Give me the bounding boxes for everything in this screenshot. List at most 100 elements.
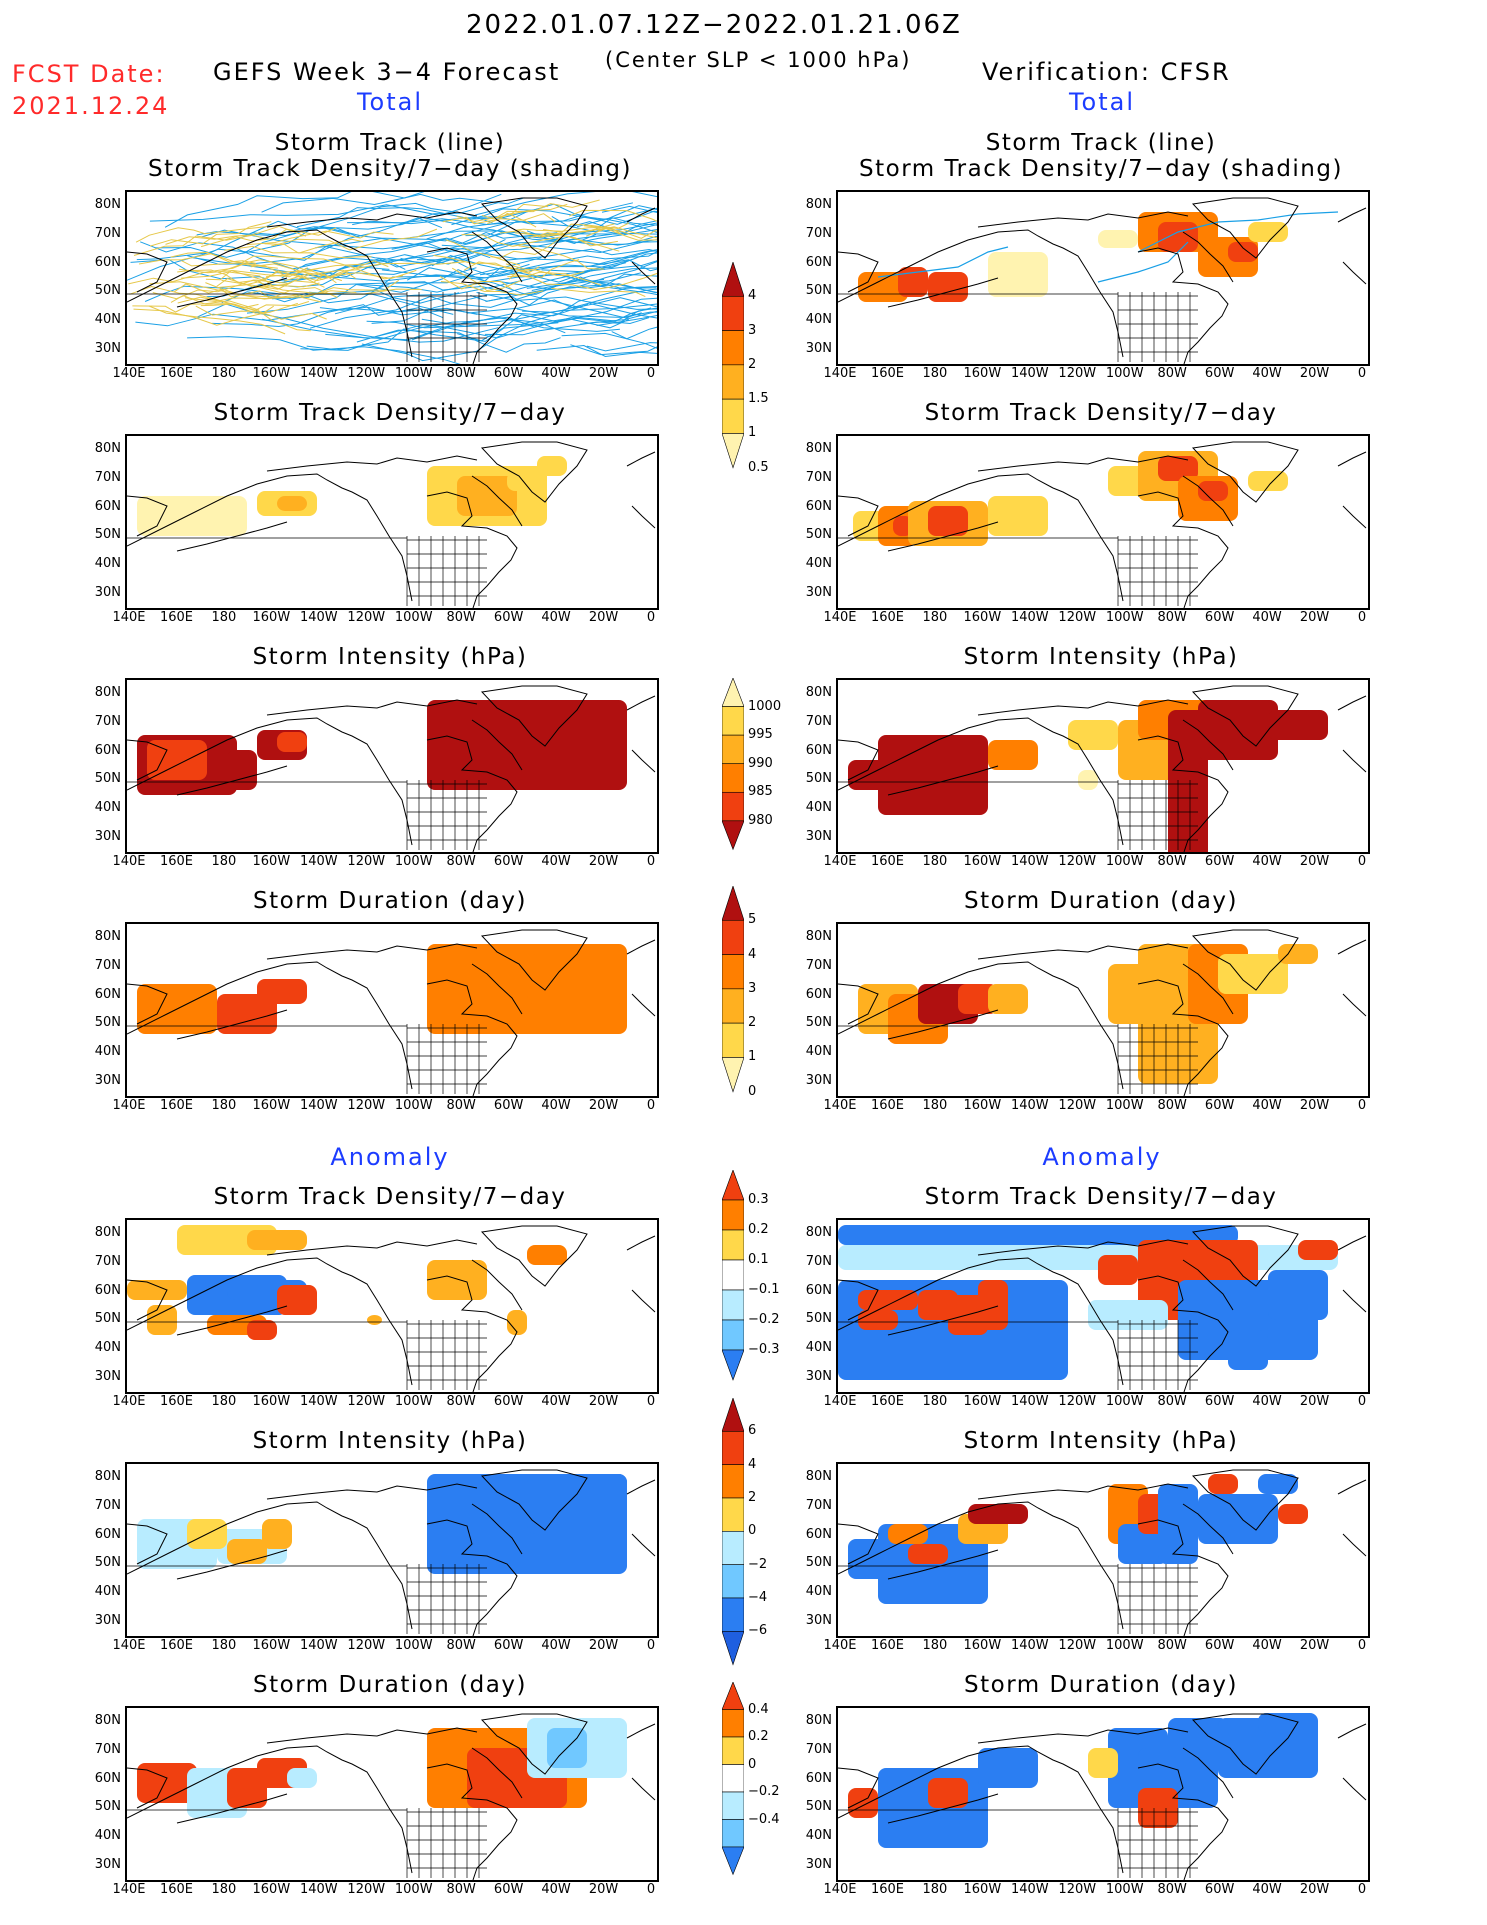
shaded-field — [527, 954, 627, 1004]
lon-label: 160E — [159, 854, 193, 869]
lat-label: 80N — [94, 1225, 121, 1240]
shaded-field — [287, 1768, 317, 1788]
panel-title: Storm Duration (day) — [253, 888, 527, 914]
coastline — [1137, 1519, 1229, 1636]
lon-label: 140E — [823, 1638, 857, 1653]
coastline — [838, 1257, 1124, 1386]
coastline — [1182, 475, 1234, 527]
lon-label: 120W — [347, 854, 386, 869]
map-panel-track-line-forecast — [125, 190, 659, 366]
lat-label: 50N — [94, 1015, 121, 1031]
colorbar-label: 0 — [748, 1523, 757, 1539]
colorbar-label: 4 — [748, 1456, 757, 1472]
lon-label: 100W — [394, 610, 433, 625]
shaded-field — [848, 1788, 878, 1818]
lat-label: 50N — [94, 1799, 121, 1815]
shaded-field — [147, 740, 207, 780]
lon-label: 20W — [588, 1098, 619, 1113]
colorbar-label: 0.1 — [748, 1252, 769, 1267]
lon-label: 140W — [1010, 854, 1049, 869]
shaded-field — [928, 1778, 968, 1808]
shaded-field — [968, 1504, 1028, 1524]
coastline — [1342, 505, 1367, 529]
lat-label: 70N — [94, 957, 121, 973]
lat-label: 80N — [805, 1225, 832, 1240]
colorbar-density_total — [722, 262, 744, 469]
coastline — [1137, 979, 1229, 1096]
lon-label: 20W — [588, 1882, 619, 1897]
map-panel-track-line-verification — [836, 190, 1370, 366]
lat-label: 40N — [94, 1044, 121, 1060]
lat-label: 50N — [805, 527, 832, 543]
lon-label: 60W — [1204, 854, 1235, 869]
lon-label: 0 — [646, 1098, 656, 1113]
coastline — [480, 1225, 588, 1287]
coastline — [1337, 695, 1367, 711]
lon-label: 140E — [823, 1882, 857, 1897]
map-panel-intensity-anomaly-verification — [836, 1462, 1370, 1638]
section-total-left: Total — [356, 88, 424, 116]
colorbar-label: 980 — [748, 812, 773, 828]
lon-label: 120W — [1058, 1394, 1097, 1409]
coastline — [838, 1745, 1124, 1874]
lat-label: 60N — [805, 498, 832, 514]
fcst-date-value: 2021.12.24 — [12, 92, 170, 120]
lon-label: 160E — [870, 610, 904, 625]
lon-label: 120W — [1058, 366, 1097, 381]
map-panel-duration-anomaly-forecast — [125, 1706, 659, 1882]
lat-label: 70N — [94, 713, 121, 729]
coastline — [887, 1549, 999, 1580]
lon-label: 60W — [493, 1638, 524, 1653]
lat-label: 60N — [805, 1770, 832, 1786]
lon-label: 100W — [394, 1098, 433, 1113]
coastline — [127, 229, 413, 358]
coastline — [1182, 1503, 1234, 1555]
coastline — [838, 717, 1124, 846]
map-canvas — [127, 685, 656, 852]
lon-label: 120W — [347, 1394, 386, 1409]
lon-label: 0 — [646, 366, 656, 381]
shaded-field — [277, 1285, 317, 1315]
lon-label: 80W — [446, 1882, 476, 1897]
shaded-field — [1228, 242, 1258, 262]
shaded-field — [1158, 222, 1198, 252]
shaded-field — [988, 740, 1038, 770]
lon-label: 140W — [299, 854, 338, 869]
panel-title: Storm Track Density/7−day — [924, 1184, 1278, 1210]
lat-label: 50N — [805, 1015, 832, 1031]
coastline — [977, 1239, 1189, 1256]
shaded-field — [1078, 770, 1098, 790]
coastline — [1337, 1723, 1367, 1739]
coastline — [887, 765, 999, 796]
panel-title: Storm Duration (day) — [964, 888, 1238, 914]
lat-label: 80N — [805, 929, 832, 944]
map-panel-duration-anomaly-verification — [836, 1706, 1370, 1882]
coastline — [471, 1503, 523, 1555]
shaded-field — [988, 496, 1048, 536]
lon-label: 80W — [1157, 1882, 1187, 1897]
coastline — [1137, 247, 1229, 364]
forecast-title: GEFS Week 3−4 Forecast — [213, 58, 561, 86]
coastline — [1182, 1259, 1234, 1311]
lat-label: 40N — [94, 1340, 121, 1356]
shaded-field — [898, 267, 928, 297]
lon-label: 20W — [1299, 854, 1330, 869]
coastline — [266, 943, 478, 960]
coastline — [176, 765, 288, 796]
coastline — [176, 1549, 288, 1580]
colorbar-label: 3 — [748, 980, 757, 996]
coastline — [838, 739, 879, 781]
colorbar-label: 2 — [748, 356, 757, 372]
coastline — [631, 1289, 656, 1313]
lat-label: 60N — [805, 986, 832, 1002]
lon-label: 80W — [446, 1638, 476, 1653]
lon-label: 120W — [347, 1638, 386, 1653]
lat-label: 30N — [94, 1073, 121, 1088]
panel-title: Storm Track Density/7−day — [213, 400, 567, 426]
coastline — [631, 993, 656, 1017]
colorbar-label: 2 — [748, 1015, 757, 1031]
panel-title-line2: Storm Track Density/7−day (shading) — [859, 156, 1343, 182]
coastline — [626, 207, 656, 223]
lon-label: 140W — [1010, 1394, 1049, 1409]
lon-label: 140E — [823, 1098, 857, 1113]
